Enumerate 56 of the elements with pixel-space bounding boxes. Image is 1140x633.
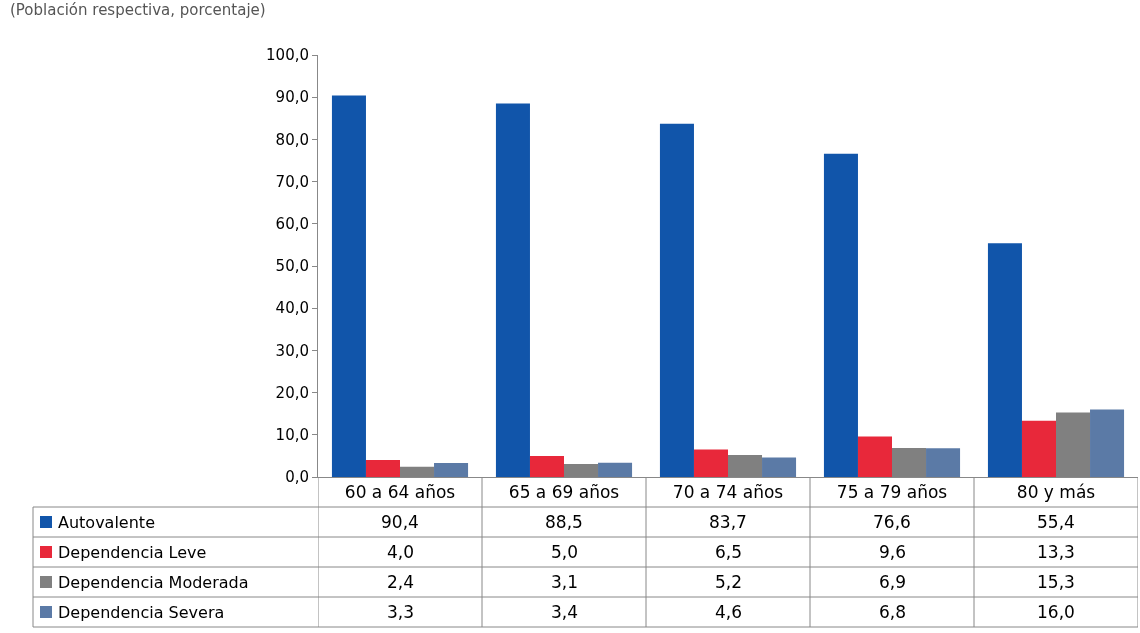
x-tick-label: 80 y más <box>1016 482 1096 503</box>
x-tick-label: 60 a 64 años <box>344 482 456 503</box>
bar <box>598 462 633 477</box>
bar <box>762 457 797 477</box>
data-label: 4,0 <box>387 542 415 562</box>
y-tick-label: 50,0 <box>275 257 309 276</box>
bar <box>434 463 469 477</box>
bar <box>529 455 564 477</box>
data-label: 3,1 <box>551 572 579 592</box>
data-label: 6,9 <box>879 572 907 592</box>
data-label: 4,6 <box>715 602 743 622</box>
data-label: 76,6 <box>873 512 911 532</box>
x-tick-label: 70 a 74 años <box>672 482 784 503</box>
bar <box>1021 420 1056 477</box>
y-tick-label: 90,0 <box>275 88 309 107</box>
data-label: 6,5 <box>715 542 743 562</box>
y-tick-label: 30,0 <box>275 341 309 360</box>
bar <box>331 95 366 477</box>
data-label: 83,7 <box>709 512 747 532</box>
bar <box>857 436 892 477</box>
data-label: 9,6 <box>879 542 907 562</box>
legend-label: Dependencia Moderada <box>58 573 249 592</box>
data-label: 3,3 <box>387 602 415 622</box>
bar <box>495 103 530 477</box>
data-label: 16,0 <box>1037 602 1075 622</box>
data-label: 88,5 <box>545 512 583 532</box>
legend-label: Dependencia Severa <box>58 603 225 622</box>
legend-label: Dependencia Leve <box>58 543 207 562</box>
bar <box>987 243 1022 477</box>
data-label: 2,4 <box>387 572 415 592</box>
legend-label: Autovalente <box>58 513 155 532</box>
bar <box>365 460 400 477</box>
data-label: 3,4 <box>551 602 579 622</box>
bar <box>693 449 728 477</box>
data-label: 15,3 <box>1037 572 1075 592</box>
y-tick-label: 40,0 <box>275 299 309 318</box>
bar <box>1090 409 1125 477</box>
y-tick-label: 20,0 <box>275 383 309 402</box>
y-tick-label: 60,0 <box>275 215 309 234</box>
y-axis-title: (Población respectiva, porcentaje) <box>10 1 266 19</box>
data-label: 90,4 <box>381 512 419 532</box>
data-label: 55,4 <box>1037 512 1075 532</box>
bar <box>926 448 961 477</box>
data-label: 5,2 <box>715 572 743 592</box>
bar <box>823 153 858 477</box>
data-label: 5,0 <box>551 542 579 562</box>
y-tick-label: 80,0 <box>275 130 309 149</box>
y-tick-label: 70,0 <box>275 172 309 191</box>
data-label: 13,3 <box>1037 542 1075 562</box>
data-label: 6,8 <box>879 602 907 622</box>
y-tick-label: 10,0 <box>275 426 309 445</box>
x-tick-label: 65 a 69 años <box>508 482 620 503</box>
bar <box>659 123 694 477</box>
x-tick-label: 75 a 79 años <box>836 482 948 503</box>
y-tick-label: 0,0 <box>285 468 309 487</box>
y-tick-label: 100,0 <box>266 46 309 65</box>
